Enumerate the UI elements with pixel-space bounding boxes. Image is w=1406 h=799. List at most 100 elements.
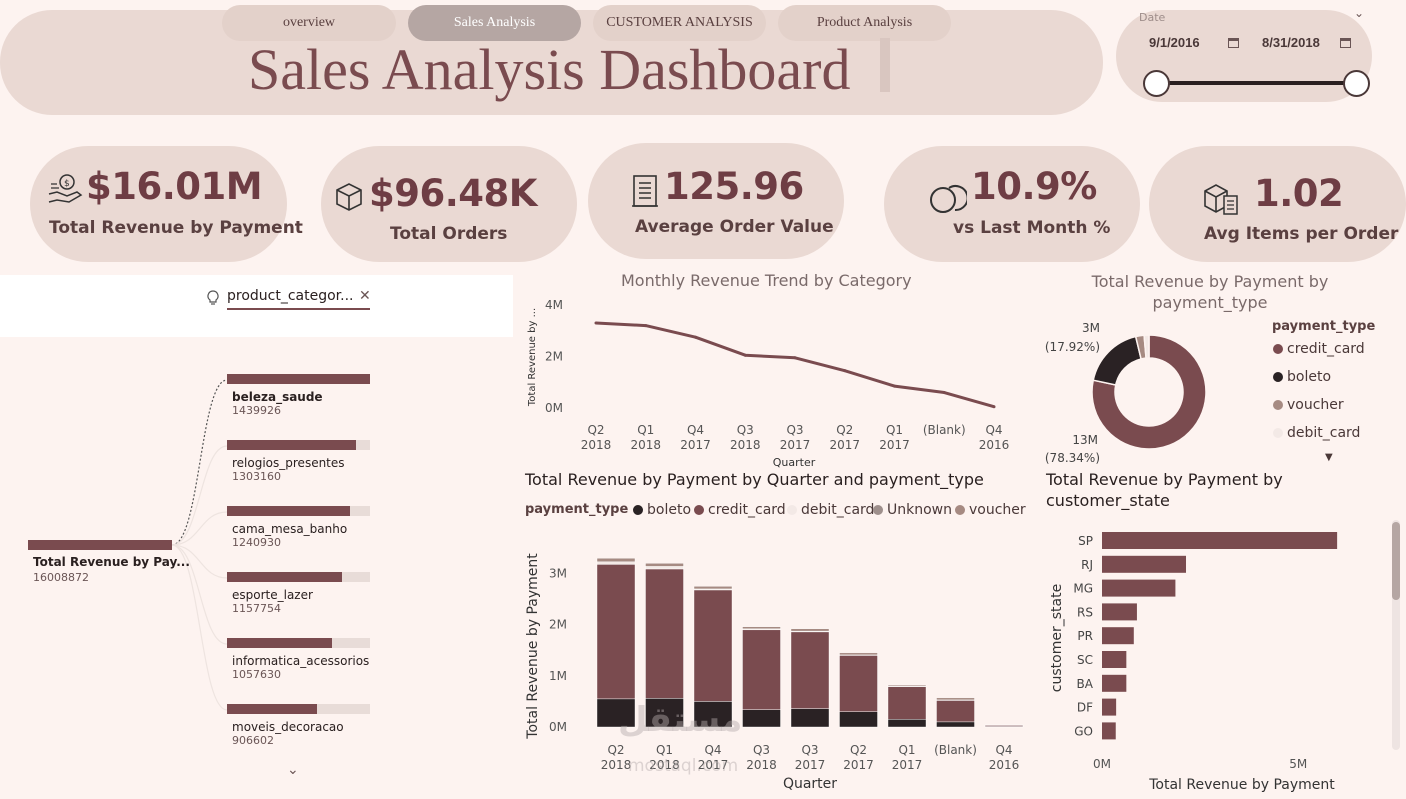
line-point — [743, 353, 747, 357]
tree-item-label: beleza_saude — [232, 390, 323, 404]
box-icon — [333, 180, 365, 218]
title-divider — [880, 38, 890, 92]
kpi-label: Avg Items per Order — [1204, 224, 1399, 244]
donut-slice-debit_card — [1143, 334, 1150, 359]
tree-item-label: cama_mesa_banho — [232, 522, 348, 536]
legend-item-credit_card[interactable]: credit_card — [1273, 341, 1365, 357]
tree-item-track — [227, 704, 370, 714]
tab-overview[interactable]: overview — [222, 5, 396, 41]
legend-dot — [955, 505, 965, 515]
x-tick-label: Q1 2018 — [630, 423, 661, 452]
date-range-end-handle[interactable] — [1343, 70, 1370, 97]
tree-item[interactable]: relogios_presentes 1303160 — [227, 440, 370, 483]
coins-icon — [929, 180, 969, 220]
line-point — [594, 321, 598, 325]
legend-label: voucher — [969, 502, 1026, 518]
legend-item-debit_card[interactable]: debit_card — [787, 502, 874, 518]
y-tick-label: 2M — [545, 350, 563, 364]
state-bar-sp — [1102, 532, 1338, 549]
date-range-start-handle[interactable] — [1143, 70, 1170, 97]
legend-label: credit_card — [1287, 341, 1365, 357]
line-chart-title: Monthly Revenue Trend by Category — [621, 271, 912, 290]
tree-item-label: moveis_decoracao — [232, 720, 344, 734]
close-icon[interactable]: ✕ — [359, 288, 371, 304]
x-tick-label: Q2 2017 — [829, 423, 860, 452]
tab-product-analysis[interactable]: Product Analysis — [778, 5, 951, 41]
tree-item-fill — [227, 572, 342, 582]
tree-item-fill — [227, 440, 357, 450]
legend-item-voucher[interactable]: voucher — [1273, 397, 1344, 413]
y-tick-label: MG — [1073, 582, 1093, 596]
scrollbar-track[interactable] — [1392, 520, 1400, 750]
y-axis-label: Total Revenue by Payment — [525, 553, 541, 740]
kpi-card-vs-last-month — [884, 146, 1140, 262]
tree-item[interactable]: esporte_lazer 1157754 — [227, 572, 370, 615]
donut-chart[interactable]: 3M (17.92%) 13M (78.34%) — [1040, 318, 1260, 468]
x-axis-label: Quarter — [783, 776, 837, 792]
legend-dot — [873, 505, 883, 515]
legend-item-unknown[interactable]: Unknown — [873, 502, 952, 518]
state-bar-chart[interactable]: SP RJ MG RS PR SC BA DF GO 0M 5M Total Revenue by P… — [1040, 522, 1385, 794]
legend-label: Unknown — [887, 502, 952, 518]
legend-item-credit_card[interactable]: credit_card — [694, 502, 786, 518]
state-bar-sc — [1102, 651, 1127, 668]
line-point — [793, 356, 797, 360]
bar-segment-voucher — [790, 628, 830, 632]
tree-item-track — [227, 440, 370, 450]
legend-item-voucher[interactable]: voucher — [955, 502, 1026, 518]
tree-root-bar[interactable] — [28, 540, 172, 550]
tree-item-fill — [227, 704, 318, 714]
decomposition-filter-panel — [0, 275, 513, 337]
revenue-line — [595, 321, 995, 409]
tree-connectors — [171, 379, 228, 711]
line-chart[interactable]: 0M 2M 4M Q2 2018 Q1 2018 Q4 2017 Q3 2018 Q3 2017 Q2 20… — [520, 292, 1020, 472]
package-list-icon — [1202, 182, 1240, 220]
donut-data-label: 3M — [1082, 321, 1100, 335]
date-range-track[interactable] — [1156, 81, 1356, 85]
tab-customer-analysis[interactable]: CUSTOMER ANALYSIS — [593, 5, 766, 41]
watermark-logo: مستقل — [618, 700, 743, 740]
chevron-down-icon[interactable]: ⌄ — [1354, 6, 1365, 20]
bar-segment-credit_card — [596, 564, 636, 700]
legend-dot — [1273, 344, 1283, 354]
bar-segment-boleto — [936, 721, 975, 728]
x-tick-label: Q4 2017 — [698, 743, 729, 772]
kpi-value: $16.01M — [86, 165, 263, 208]
legend-item-boleto[interactable]: boleto — [633, 502, 691, 518]
legend-dot — [633, 505, 643, 515]
tree-item[interactable]: informatica_acessorios 1057630 — [227, 638, 370, 681]
tree-root-label: Total Revenue by Pay... — [33, 555, 190, 569]
y-tick-label: 1M — [549, 669, 567, 683]
line-point — [843, 369, 847, 373]
legend-label: boleto — [647, 502, 692, 518]
date-start-input[interactable]: 9/1/2016 — [1149, 35, 1200, 50]
x-tick-label: Q3 2018 — [746, 743, 777, 772]
legend-label: debit_card — [801, 502, 875, 518]
legend-scroll-down-icon[interactable]: ▼ — [1325, 452, 1333, 463]
donut-legend-title: payment_type — [1272, 319, 1376, 334]
tab-sales-analysis[interactable]: Sales Analysis — [408, 5, 581, 41]
tree-item-fill — [227, 374, 370, 384]
bar-segment-boleto — [693, 701, 733, 728]
legend-dot — [1273, 372, 1283, 382]
page-title: Sales Analysis Dashboard — [248, 37, 851, 102]
legend-item-boleto[interactable]: boleto — [1273, 369, 1331, 385]
tree-item[interactable]: cama_mesa_banho 1240930 — [227, 506, 370, 549]
scrollbar-thumb[interactable] — [1392, 522, 1400, 600]
line-point — [893, 384, 896, 388]
calendar-icon[interactable] — [1340, 38, 1351, 48]
x-tick-label: Q1 2018 — [649, 743, 680, 772]
calendar-icon[interactable] — [1228, 38, 1239, 48]
chevron-down-icon[interactable]: ⌄ — [287, 762, 299, 778]
kpi-value: 1.02 — [1254, 172, 1344, 215]
donut-data-label: (78.34%) — [1045, 451, 1100, 465]
tree-item[interactable]: beleza_saude 1439926 — [227, 374, 370, 417]
decomposition-level-label[interactable]: product_categor... — [227, 288, 354, 304]
date-end-input[interactable]: 8/31/2018 — [1262, 35, 1320, 50]
y-tick-label: 2M — [549, 618, 567, 632]
stacked-bar-chart[interactable]: 0M 1M 2M 3M Q2 2018 Q1 2018 Q4 2017 Q3 2018 Q3 2017 Q2… — [520, 528, 1040, 794]
tree-item[interactable]: moveis_decoracao 906602 — [227, 704, 370, 747]
x-tick-label: Q3 2017 — [780, 423, 811, 452]
y-tick-label: SP — [1078, 534, 1093, 548]
legend-item-debit_card[interactable]: debit_card — [1273, 425, 1360, 441]
